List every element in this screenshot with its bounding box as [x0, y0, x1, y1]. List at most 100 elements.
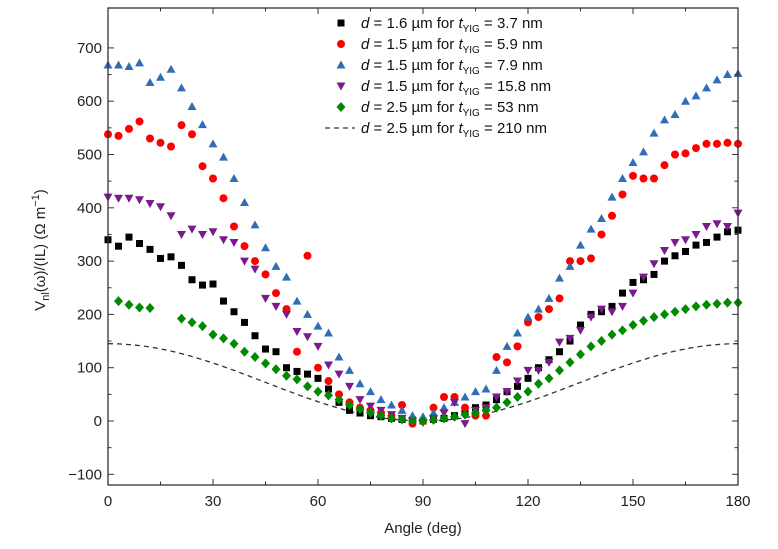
data-point: [712, 220, 722, 229]
data-point: [618, 302, 627, 311]
series-2: [103, 58, 743, 421]
data-point: [650, 270, 658, 278]
reference-curve: [108, 343, 738, 422]
data-point: [271, 261, 281, 270]
data-point: [345, 365, 354, 374]
data-point: [576, 326, 585, 335]
data-point: [304, 370, 311, 378]
data-point: [313, 342, 323, 351]
x-tick-label: 150: [620, 493, 645, 510]
data-point: [271, 364, 281, 375]
data-point: [649, 312, 659, 323]
legend-marker: [337, 40, 345, 48]
axes: 0 30 60 90 120 150 180−10001002003004005006007…: [68, 7, 751, 510]
data-point: [628, 320, 638, 331]
data-point: [261, 294, 270, 303]
data-point: [639, 273, 648, 282]
data-point: [450, 398, 459, 407]
data-point: [723, 138, 732, 147]
data-point: [146, 134, 154, 143]
data-point: [523, 366, 533, 375]
data-point: [566, 257, 574, 266]
data-point: [586, 313, 596, 322]
data-point: [534, 313, 543, 322]
data-point: [492, 402, 501, 413]
data-point: [639, 174, 648, 183]
data-point: [355, 404, 365, 415]
data-point: [303, 251, 312, 260]
data-point: [314, 374, 322, 382]
data-point: [167, 253, 175, 261]
data-point: [145, 200, 155, 209]
data-point: [187, 102, 197, 111]
data-point: [492, 353, 501, 362]
data-point: [607, 192, 617, 201]
data-point: [366, 387, 375, 396]
data-point: [450, 411, 459, 422]
data-point: [661, 257, 668, 265]
data-point: [324, 328, 333, 337]
data-point: [576, 240, 585, 249]
data-point: [565, 261, 575, 270]
data-point: [471, 408, 480, 419]
data-point: [723, 297, 732, 308]
data-point: [292, 296, 302, 305]
y-axis-label: Vnl(ω)/(IL) (Ω m−1): [30, 189, 52, 311]
data-point: [334, 394, 344, 405]
data-point: [114, 60, 123, 69]
data-point: [618, 190, 627, 199]
data-point: [250, 352, 260, 363]
data-point: [691, 230, 701, 239]
data-point: [712, 75, 722, 84]
data-point: [670, 110, 680, 119]
data-point: [334, 370, 344, 379]
legend-marker: [336, 60, 346, 69]
data-point: [271, 302, 281, 311]
data-point: [292, 327, 302, 336]
data-point: [219, 333, 228, 344]
data-point: [335, 390, 343, 399]
legend-item: d = 1.5 µm for tYIG = 5.9 nm: [337, 36, 543, 56]
data-point: [723, 222, 732, 231]
data-point: [713, 139, 721, 148]
data-point: [156, 203, 165, 212]
data-point: [660, 309, 669, 320]
data-point: [429, 414, 438, 425]
data-point: [272, 348, 280, 356]
data-point: [146, 245, 154, 253]
data-point: [198, 321, 207, 332]
data-point: [586, 224, 596, 233]
data-point: [408, 416, 417, 426]
data-point: [545, 305, 553, 314]
data-point: [724, 228, 731, 236]
data-point: [166, 212, 176, 221]
data-point: [355, 396, 365, 405]
data-point: [313, 386, 323, 397]
data-point: [514, 382, 521, 390]
legend-label: d = 1.5 µm for tYIG = 5.9 nm: [361, 36, 543, 56]
data-point: [586, 341, 596, 352]
data-point: [250, 220, 260, 229]
data-point: [534, 366, 543, 375]
y-tick-label: 500: [77, 147, 102, 164]
legend: d = 1.6 µm for tYIG = 3.7 nmd = 1.5 µm f…: [325, 15, 551, 140]
data-point: [576, 257, 585, 266]
data-point: [597, 305, 606, 314]
data-point: [188, 130, 196, 139]
data-point: [261, 243, 270, 252]
data-point: [324, 377, 333, 386]
legend-marker: [336, 102, 346, 112]
data-point: [303, 381, 312, 392]
data-point: [713, 233, 721, 241]
data-point: [723, 70, 732, 79]
data-point: [502, 341, 512, 350]
data-point: [408, 411, 417, 420]
data-point: [282, 310, 291, 319]
data-point: [534, 304, 543, 313]
data-point: [156, 138, 165, 147]
data-point: [125, 124, 133, 133]
data-point: [702, 83, 711, 92]
x-tick-label: 30: [205, 493, 222, 510]
legend-label: d = 1.6 µm for tYIG = 3.7 nm: [361, 15, 543, 35]
